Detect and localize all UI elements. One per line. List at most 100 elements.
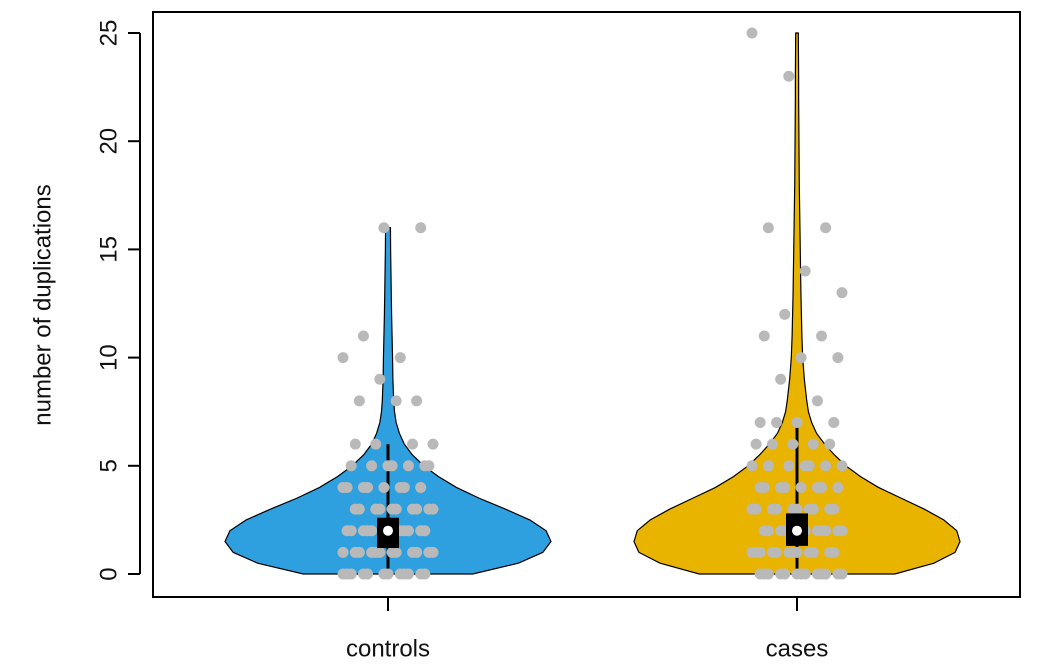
point (795, 481, 807, 493)
point (341, 481, 353, 493)
point (353, 503, 365, 515)
point (820, 460, 832, 472)
point (832, 481, 844, 493)
point (345, 525, 357, 537)
point (390, 395, 402, 407)
point (758, 330, 770, 342)
point (378, 481, 390, 493)
point (349, 438, 361, 450)
point (750, 503, 762, 515)
point (799, 568, 811, 580)
point (807, 546, 819, 558)
point (353, 395, 365, 407)
point (820, 568, 832, 580)
point (374, 546, 386, 558)
point (337, 546, 349, 558)
point (807, 503, 819, 515)
point (754, 417, 766, 429)
point (394, 352, 406, 364)
point (345, 460, 357, 472)
point (386, 460, 398, 472)
point (791, 417, 803, 429)
point (419, 525, 431, 537)
y-tick-label: 25 (95, 20, 122, 47)
point (799, 265, 811, 277)
point (427, 438, 439, 450)
point (816, 481, 828, 493)
point (832, 352, 844, 364)
point (390, 503, 402, 515)
point (362, 481, 374, 493)
y-tick-label: 5 (95, 459, 122, 472)
y-axis-label: number of duplications (29, 184, 56, 425)
point (762, 222, 774, 234)
point (402, 525, 414, 537)
point (836, 568, 848, 580)
point (762, 525, 774, 537)
point (791, 503, 803, 515)
median (383, 525, 393, 536)
point (771, 546, 783, 558)
point (378, 222, 390, 234)
point (362, 568, 374, 580)
point (357, 330, 369, 342)
point (828, 417, 840, 429)
point (828, 546, 840, 558)
point (427, 503, 439, 515)
point (836, 460, 848, 472)
point (795, 352, 807, 364)
point (407, 438, 419, 450)
point (353, 546, 365, 558)
point (771, 417, 783, 429)
y-tick-label: 0 (95, 567, 122, 580)
point (366, 525, 378, 537)
point (419, 568, 431, 580)
point (766, 438, 778, 450)
y-tick-label: 20 (95, 128, 122, 155)
point (398, 481, 410, 493)
point (337, 352, 349, 364)
point (783, 70, 795, 82)
point (382, 568, 394, 580)
point (345, 568, 357, 580)
point (791, 546, 803, 558)
point (787, 438, 799, 450)
point (807, 438, 819, 450)
point (374, 373, 386, 385)
point (758, 481, 770, 493)
x-tick-label: controls (346, 635, 430, 662)
point (775, 373, 787, 385)
point (836, 287, 848, 299)
point (762, 460, 774, 472)
point (402, 568, 414, 580)
point (779, 481, 791, 493)
point (411, 395, 423, 407)
point (754, 546, 766, 558)
point (390, 546, 402, 558)
y-tick-label: 15 (95, 236, 122, 263)
point (374, 503, 386, 515)
point (828, 503, 840, 515)
point (762, 568, 774, 580)
point (366, 460, 378, 472)
point (402, 460, 414, 472)
point (415, 481, 427, 493)
point (427, 546, 439, 558)
point (820, 222, 832, 234)
x-tick-label: cases (766, 635, 829, 662)
point (803, 460, 815, 472)
point (411, 503, 423, 515)
point (824, 438, 836, 450)
point (750, 438, 762, 450)
plot-frame (152, 11, 1021, 598)
point (836, 525, 848, 537)
point (779, 568, 791, 580)
point (820, 525, 832, 537)
point (771, 503, 783, 515)
point (783, 460, 795, 472)
point (415, 222, 427, 234)
median (792, 525, 802, 536)
point (411, 546, 423, 558)
point (746, 27, 758, 39)
